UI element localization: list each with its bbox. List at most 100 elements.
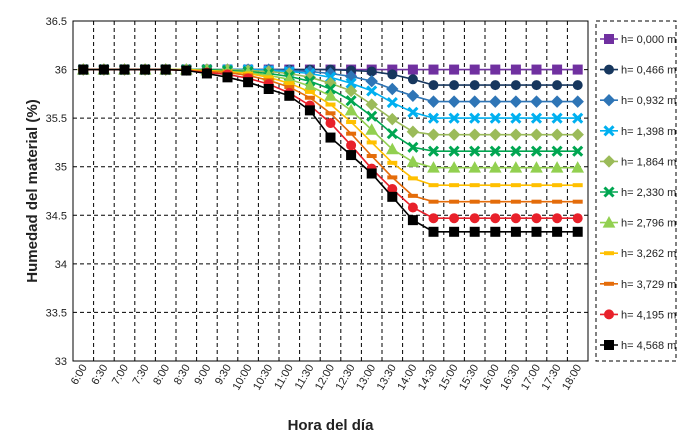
data-point [304,95,315,100]
data-point [509,95,523,108]
data-point [571,128,584,141]
legend-label: h= 4,568 m [621,340,676,352]
data-point [365,75,378,88]
data-point [449,213,460,224]
x-tick-label: 7:30 [131,363,152,388]
data-point [407,176,418,181]
data-point [325,132,336,143]
data-point [490,199,501,204]
data-point [284,81,295,86]
data-point [510,213,521,224]
legend-entry: h= 0,932 m [600,93,676,107]
data-point [550,161,564,173]
data-point [386,82,399,96]
data-point [428,80,439,91]
data-point [490,80,501,91]
data-point [469,213,480,224]
legend-label: h= 1,864 m [621,156,676,168]
data-point [366,66,377,77]
data-point [572,112,584,124]
data-point [468,128,481,141]
legend-label: h= 0,466 m [621,65,676,77]
data-point [571,95,584,108]
data-point [490,183,501,188]
data-point [406,89,420,103]
data-point [531,64,542,75]
data-point [572,183,583,188]
legend-marker [602,155,616,168]
legend-entry: h= 2,330 m [600,186,676,199]
data-point [468,161,482,173]
data-point [510,80,521,91]
data-point [324,83,337,95]
x-tick-label: 12:30 [334,363,358,393]
data-point [531,226,542,237]
data-point [448,112,460,124]
y-tick-label: 36 [55,65,67,77]
data-point [469,80,480,91]
data-point [530,145,543,157]
data-point [304,89,315,94]
x-axis-title: Hora del día [288,417,375,434]
series-11 [78,64,583,237]
x-tick-label: 7:00 [110,363,131,388]
data-point [531,183,542,188]
data-point [428,226,439,237]
data-point [366,85,378,97]
legend-entry: h= 2,796 m [600,216,676,230]
data-point [406,125,420,138]
x-tick-label: 14:00 [395,363,419,393]
x-tick-label: 12:00 [313,363,337,393]
x-tick-label: 13:30 [375,363,399,393]
data-point [552,213,563,224]
data-point [447,95,461,108]
data-point [489,112,501,124]
data-point [222,72,233,83]
data-point [284,90,295,101]
legend-marker [604,64,614,75]
data-point [386,97,398,109]
data-point [428,199,439,204]
legend-marker [604,340,614,350]
data-point [449,199,460,204]
legend-entry: h= 1,398 m [600,125,676,138]
data-point [572,80,583,91]
legend-marker [602,216,616,228]
data-point [490,213,501,224]
data-point [181,65,192,76]
legend-marker [604,251,614,256]
y-axis-ticks: 33 33.5 34 34.5 35 35.5 36 36.5 [46,16,67,368]
x-tick-label: 17:00 [519,363,543,393]
data-point [407,141,419,153]
data-point [551,112,563,124]
x-tick-label: 11:00 [272,363,296,392]
data-point [407,215,418,226]
data-point [325,118,336,128]
data-point [447,161,461,173]
data-point [530,128,543,141]
data-point [428,183,439,188]
data-point [552,183,563,188]
legend-label: h= 3,729 m [621,279,676,291]
data-point [510,199,521,204]
data-point [406,155,420,167]
data-point [346,150,357,161]
data-point [469,112,481,124]
data-point [530,161,543,173]
data-point [346,120,357,125]
data-point [304,105,315,116]
data-point [325,111,336,116]
data-point [387,160,398,165]
data-point [449,226,460,237]
legend: h= 0,000 m h= 0,466 m h= 0,932 m h= 1,398 m… [595,20,677,362]
x-tick-label: 16:00 [478,363,502,393]
data-point [386,112,399,126]
data-point [447,128,461,141]
data-point [488,161,502,173]
legend-entry: h= 3,262 m [600,248,676,260]
data-point [489,95,502,108]
data-point [550,128,564,141]
data-point [469,64,480,75]
legend-label: h= 0,932 m [621,95,676,107]
